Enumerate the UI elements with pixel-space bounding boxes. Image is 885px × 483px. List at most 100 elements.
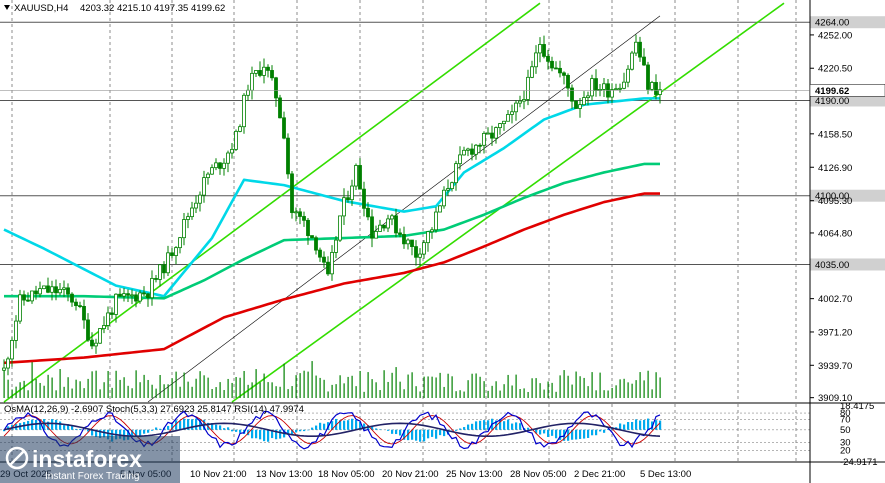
volume-bar xyxy=(323,379,325,398)
candle-body xyxy=(158,264,162,280)
candle-body xyxy=(246,89,250,96)
osma-bar xyxy=(71,425,74,430)
volume-bar xyxy=(103,382,105,398)
volume-bar xyxy=(267,382,269,398)
chart-header: XAUUSD,H4 4203.32 4215.10 4197.35 4199.6… xyxy=(4,3,225,14)
osma-bar xyxy=(431,429,434,437)
osma-bar xyxy=(643,420,646,430)
price-tag xyxy=(809,84,885,97)
candle-body xyxy=(358,165,362,190)
osma-bar xyxy=(259,429,262,440)
osma-bar xyxy=(483,420,486,430)
candle-body xyxy=(650,82,654,90)
candle-body xyxy=(626,68,630,83)
candle-body xyxy=(214,162,218,169)
candle-body xyxy=(58,288,62,294)
volume-bar xyxy=(427,376,429,398)
osma-bar xyxy=(127,429,130,440)
candle-body xyxy=(282,117,286,139)
candle-body xyxy=(374,231,378,239)
volume-bar xyxy=(635,380,637,398)
osma-bar xyxy=(399,429,402,436)
candle-body xyxy=(210,167,214,175)
candle-body xyxy=(126,293,130,296)
candle-body xyxy=(18,294,22,322)
osma-bar xyxy=(655,420,658,430)
osma-bar xyxy=(51,419,54,430)
volume-bar xyxy=(143,374,145,398)
candle-body xyxy=(270,70,274,79)
volume-bar xyxy=(91,371,93,398)
ma-mid-line xyxy=(4,162,660,300)
candle-body xyxy=(474,144,478,155)
osma-bar xyxy=(167,425,170,430)
candle-body xyxy=(370,216,374,239)
horizontal-levels: 4264.00 4190.00 4100.00 4035.00 xyxy=(0,16,885,271)
osma-bar xyxy=(527,427,530,430)
volume-bar xyxy=(207,377,209,398)
symbol-dropdown-icon[interactable] xyxy=(4,5,10,10)
volume-bar xyxy=(423,376,425,398)
volume-bar xyxy=(451,376,453,398)
volume-bar xyxy=(63,386,65,398)
volume-bar xyxy=(551,382,553,398)
channel-upper xyxy=(3,2,541,403)
osma-bar xyxy=(623,424,626,430)
volume-bar xyxy=(563,370,565,398)
osma-bar xyxy=(511,423,514,430)
candle-body xyxy=(2,367,6,371)
moving-averages xyxy=(3,97,660,365)
volume-bar xyxy=(399,381,401,398)
osma-bar xyxy=(487,420,490,430)
osma-bar xyxy=(215,424,218,430)
volume-bar xyxy=(627,382,629,398)
indicator-level-label: 50 xyxy=(840,425,851,436)
candle-body xyxy=(94,342,98,347)
candle-body xyxy=(30,290,34,302)
candle-body xyxy=(302,216,306,221)
osma-bar xyxy=(235,429,238,432)
osma-bar xyxy=(647,418,650,430)
candle-body xyxy=(186,216,190,220)
osma-bar xyxy=(267,429,270,442)
channel-mid xyxy=(147,15,661,403)
volume-bar xyxy=(403,389,405,398)
candle-body xyxy=(54,286,58,294)
volume-bar xyxy=(623,378,625,398)
volume-bar xyxy=(303,370,305,398)
osma-bar xyxy=(191,419,194,430)
volume-bar xyxy=(227,378,229,398)
osma-bar xyxy=(475,421,478,430)
candle-body xyxy=(266,66,270,71)
osma-bar xyxy=(467,424,470,430)
osma-bar xyxy=(363,423,366,430)
candle-body xyxy=(526,76,530,100)
volume-bar xyxy=(375,382,377,398)
volume-bar xyxy=(471,373,473,398)
volume-bar xyxy=(351,375,353,398)
volume-bar xyxy=(199,371,201,398)
volume-bar xyxy=(123,377,125,398)
candle-body xyxy=(354,165,358,187)
volume-bar xyxy=(347,376,349,398)
volume-bar xyxy=(47,374,49,398)
osma-bar xyxy=(595,429,598,436)
indicator-header: OsMA(12,26,9) -2.6907 Stoch(5,3,3) 27.69… xyxy=(4,404,304,415)
candle-body xyxy=(486,132,490,135)
osma-bar xyxy=(659,420,662,430)
volume-bar xyxy=(151,384,153,398)
volume-bar xyxy=(611,387,613,398)
trend-channel xyxy=(3,2,785,403)
osma-bar xyxy=(407,429,410,441)
volume-bar xyxy=(407,374,409,398)
y-tick-label: 4126.90 xyxy=(818,163,852,174)
osma-bar xyxy=(195,418,198,430)
candle-body xyxy=(198,194,202,204)
volume-bar xyxy=(559,375,561,398)
volume-bar xyxy=(167,384,169,398)
candle-body xyxy=(382,224,386,229)
candle-body xyxy=(366,207,370,218)
volume-bar xyxy=(195,378,197,398)
osma-bar xyxy=(95,429,98,437)
